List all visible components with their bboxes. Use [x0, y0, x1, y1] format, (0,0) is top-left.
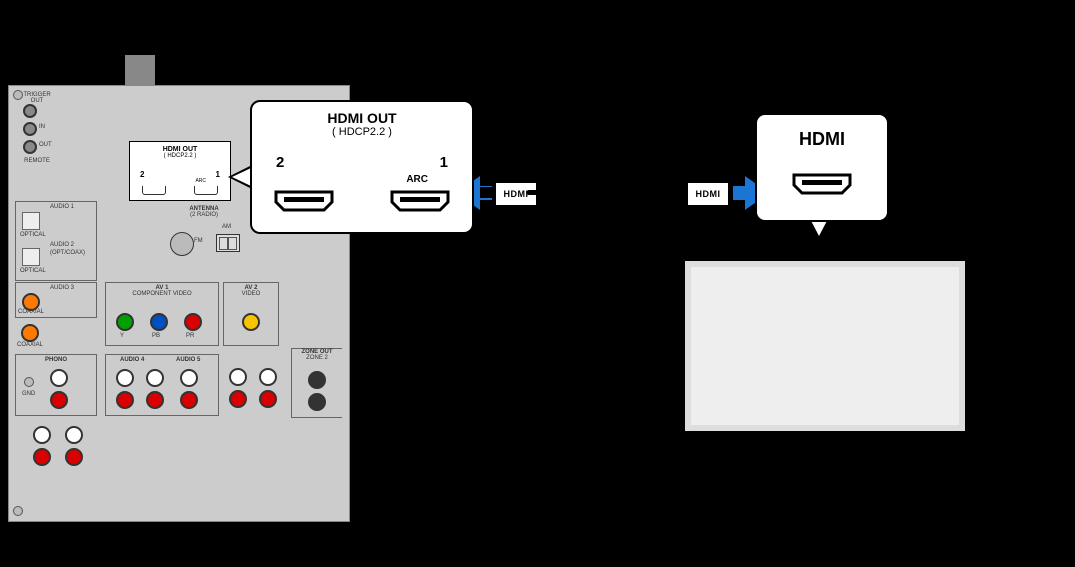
callout-tv-hdmi: HDMI	[755, 113, 889, 222]
section-zone-out: ZONE OUT ZONE 2	[291, 348, 342, 418]
label-antenna-sub: (2 RADIO)	[164, 212, 244, 218]
hdmi-port-2-icon	[274, 190, 334, 212]
label-remote: REMOTE	[17, 158, 57, 164]
label-trigger-out: TRIGGER OUT	[17, 92, 57, 104]
receiver-top-tab	[125, 55, 155, 85]
label-zone2: ZONE 2	[292, 355, 342, 361]
jack-a4b-l	[146, 369, 164, 387]
screw-tl	[13, 90, 23, 100]
port-number-1: 1	[440, 154, 448, 171]
label-audio2: AUDIO 2	[50, 242, 74, 248]
jack-a4-r	[116, 391, 134, 409]
jack-av2b-r	[259, 390, 277, 408]
jack-b2r	[65, 448, 83, 466]
jack-phono-l	[50, 369, 68, 387]
section-phono: PHONO GND	[15, 354, 97, 416]
gnd-terminal	[24, 377, 34, 387]
port-number-2: 2	[276, 154, 284, 171]
screw-bl	[13, 506, 23, 516]
label-fm: FM	[194, 238, 203, 244]
callout-pointer-receiver	[228, 165, 252, 189]
tv-hdmi-port-icon	[792, 173, 852, 195]
label-out: OUT	[39, 142, 52, 148]
label-component: COMPONENT VIDEO	[106, 291, 218, 297]
label-optical1: OPTICAL	[20, 232, 46, 238]
section-av2: AV 2 VIDEO	[223, 282, 279, 346]
television	[680, 258, 970, 448]
jack-y	[116, 313, 134, 331]
label-in: IN	[39, 124, 45, 130]
label-video: VIDEO	[224, 291, 278, 297]
section-audio3: AUDIO 3 COAXIAL	[15, 282, 97, 318]
panel-arc-label: ARC	[195, 178, 206, 184]
jack-remote-in	[23, 122, 37, 136]
jack-am	[216, 234, 240, 252]
jack-phono-r	[50, 391, 68, 409]
label-pr: PR	[186, 333, 194, 339]
jack-b1	[33, 426, 51, 444]
hdmi-port-1-icon	[390, 190, 450, 212]
jack-a5-l	[180, 369, 198, 387]
section-audio45: AUDIO 4 AUDIO 5	[105, 354, 219, 416]
panel-hdmi-port-1	[194, 186, 218, 195]
panel-port-num-1: 1	[216, 170, 220, 179]
panel-hdmi-port-2	[142, 186, 166, 195]
panel-hdmi-title: HDMI OUT	[130, 146, 230, 153]
label-optical2: OPTICAL	[20, 268, 46, 274]
jack-zone-r	[308, 393, 326, 411]
panel-hdmi-out-box: HDMI OUT ( HDCP2.2 ) 2 1 ARC	[129, 141, 231, 201]
tv-neck	[816, 434, 834, 442]
callout-receiver-hdmi: HDMI OUT ( HDCP2.2 ) 2 1 ARC	[250, 100, 474, 234]
jack-av2b-l	[259, 368, 277, 386]
cable-line	[527, 190, 697, 195]
label-y: Y	[120, 333, 124, 339]
optical-audio1	[22, 212, 40, 230]
label-audio3: AUDIO 3	[50, 285, 74, 291]
jack-coaxial-2	[21, 324, 39, 342]
tv-screen	[691, 267, 959, 425]
callout-tv-title: HDMI	[757, 129, 887, 150]
jack-pr	[184, 313, 202, 331]
jack-remote-out	[23, 140, 37, 154]
callout-subtitle: ( HDCP2.2 )	[252, 126, 472, 138]
label-pb: PB	[152, 333, 160, 339]
jack-av2-video	[242, 313, 260, 331]
jack-a4b-r	[146, 391, 164, 409]
jack-av-l	[229, 368, 247, 386]
jack-zone-l	[308, 371, 326, 389]
cable-end-right: HDMI	[686, 181, 730, 207]
section-audio-optical: AUDIO 1 OPTICAL AUDIO 2 (OPT/COAX) OPTIC…	[15, 201, 97, 281]
jack-a4-l	[116, 369, 134, 387]
section-antenna: ANTENNA (2 RADIO) FM AM	[164, 206, 244, 276]
jack-pb	[150, 313, 168, 331]
label-audio5: AUDIO 5	[176, 357, 200, 363]
label-audio4: AUDIO 4	[120, 357, 144, 363]
label-audio2-sub: (OPT/COAX)	[50, 250, 85, 256]
label-audio1: AUDIO 1	[50, 204, 74, 210]
label-am: AM	[222, 224, 231, 230]
label-phono: PHONO	[16, 357, 96, 363]
tv-stand	[733, 440, 917, 450]
tv-frame	[682, 258, 968, 434]
optical-audio2	[22, 248, 40, 266]
jack-fm	[170, 232, 194, 256]
panel-hdmi-subtitle: ( HDCP2.2 )	[130, 153, 230, 159]
label-coaxial: COAXIAL	[18, 309, 44, 315]
jack-trigger	[23, 104, 37, 118]
jack-a5-r	[180, 391, 198, 409]
jack-av-r	[229, 390, 247, 408]
callout-title: HDMI OUT	[252, 110, 472, 126]
jack-b2	[65, 426, 83, 444]
arc-label: ARC	[406, 174, 428, 185]
panel-port-num-2: 2	[140, 170, 144, 179]
jack-b1r	[33, 448, 51, 466]
label-coaxial-2: COAXIAL	[17, 342, 43, 348]
label-gnd: GND	[22, 391, 35, 397]
hdmi-cable: HDMI HDMI	[472, 178, 752, 208]
section-av1: AV 1 COMPONENT VIDEO Y PB PR	[105, 282, 219, 346]
